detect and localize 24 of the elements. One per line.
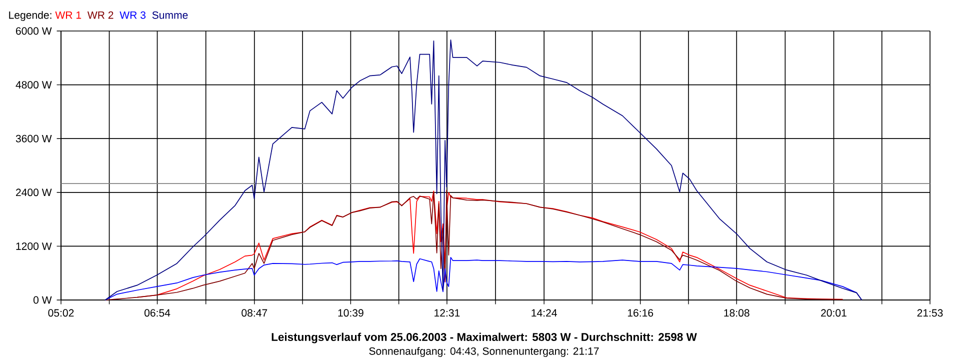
x-tick-label: 05:02 <box>48 309 74 317</box>
y-tick-label: 1200 W <box>16 242 52 250</box>
y-tick-label: 4800 W <box>16 81 52 89</box>
text: WR 2 <box>87 11 114 19</box>
x-tick-label: 06:54 <box>144 309 170 317</box>
x-tick-label: 10:39 <box>338 309 364 317</box>
x-tick-label: 12:31 <box>434 309 460 317</box>
y-tick-label: 3600 W <box>16 134 52 142</box>
text: Sonnenaufgang: 04:43, Sonnenuntergang: 21:17 <box>369 347 599 357</box>
x-tick-label: 16:16 <box>628 309 654 317</box>
x-tick-label: 08:47 <box>242 309 268 317</box>
text: Leistungsverlauf vom 25.06.2003 - Maximalwert: 5803 W - Durchschnitt: 2598 W <box>272 332 697 344</box>
text: WR 3 <box>120 11 146 19</box>
y-tick-label: 6000 W <box>16 27 52 35</box>
x-tick-label: 18:08 <box>724 309 750 317</box>
x-tick-label: 21:53 <box>917 309 943 317</box>
y-tick-label: 0 W <box>33 296 52 304</box>
text: Summe <box>152 11 188 19</box>
y-tick-label: 2400 W <box>16 188 52 196</box>
x-tick-label: 14:24 <box>532 309 557 317</box>
line-series <box>104 256 862 300</box>
legend-title: Legende: <box>9 11 52 21</box>
text: WR 1 <box>55 11 82 19</box>
x-tick-label: 20:01 <box>821 309 846 317</box>
